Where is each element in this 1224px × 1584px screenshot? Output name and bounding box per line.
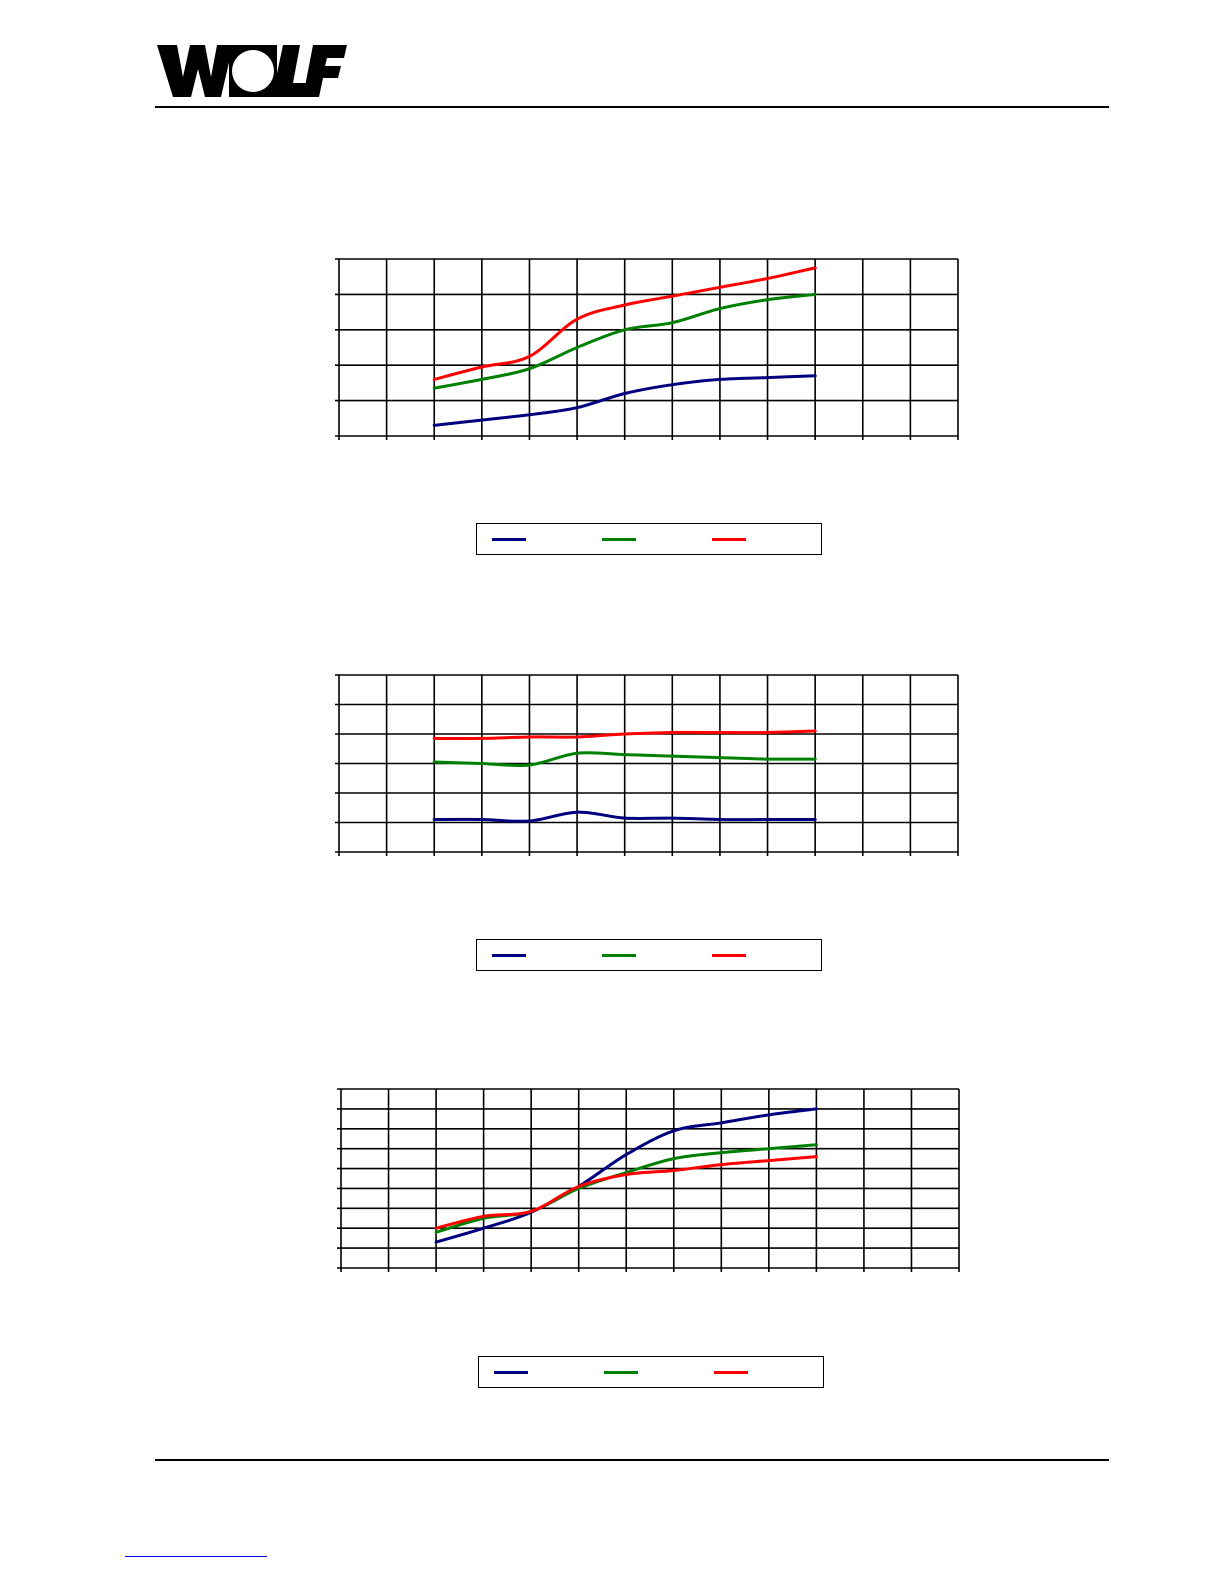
chart-1-series-2-line [432, 292, 817, 390]
logo-letter-w [157, 45, 233, 97]
footer-link-underline[interactable] [125, 1556, 267, 1557]
legend-line-series-1 [492, 954, 526, 957]
chart-1-legend [476, 523, 822, 555]
legend-line-series-2 [602, 954, 636, 957]
logo-letter-o [232, 50, 274, 92]
legend-line-series-3 [712, 538, 746, 541]
legend-line-series-1 [492, 538, 526, 541]
chart-3-series-2-line [434, 1143, 818, 1234]
chart-2-series-2-line [432, 751, 817, 768]
legend-line-series-2 [604, 1371, 638, 1374]
footer-rule [155, 1459, 1109, 1461]
logo-letter-f [303, 45, 347, 97]
chart-2-legend [476, 939, 822, 971]
logo-letter-l [272, 45, 313, 97]
legend-line-series-1 [494, 1371, 528, 1374]
chart-3-legend [478, 1356, 824, 1388]
chart-1-series-3-line [432, 266, 817, 381]
legend-line-series-2 [602, 538, 636, 541]
chart-2-series-3-line [432, 729, 817, 741]
chart-3-series-3-line [434, 1155, 818, 1230]
chart-1-series-1-line [432, 374, 817, 427]
chart-2-series-1-line [432, 810, 817, 823]
header-rule [155, 106, 1109, 108]
legend-line-series-3 [714, 1371, 748, 1374]
legend-line-series-3 [712, 954, 746, 957]
chart-3-series-1-line [434, 1107, 818, 1244]
wolf-logo [157, 45, 347, 97]
